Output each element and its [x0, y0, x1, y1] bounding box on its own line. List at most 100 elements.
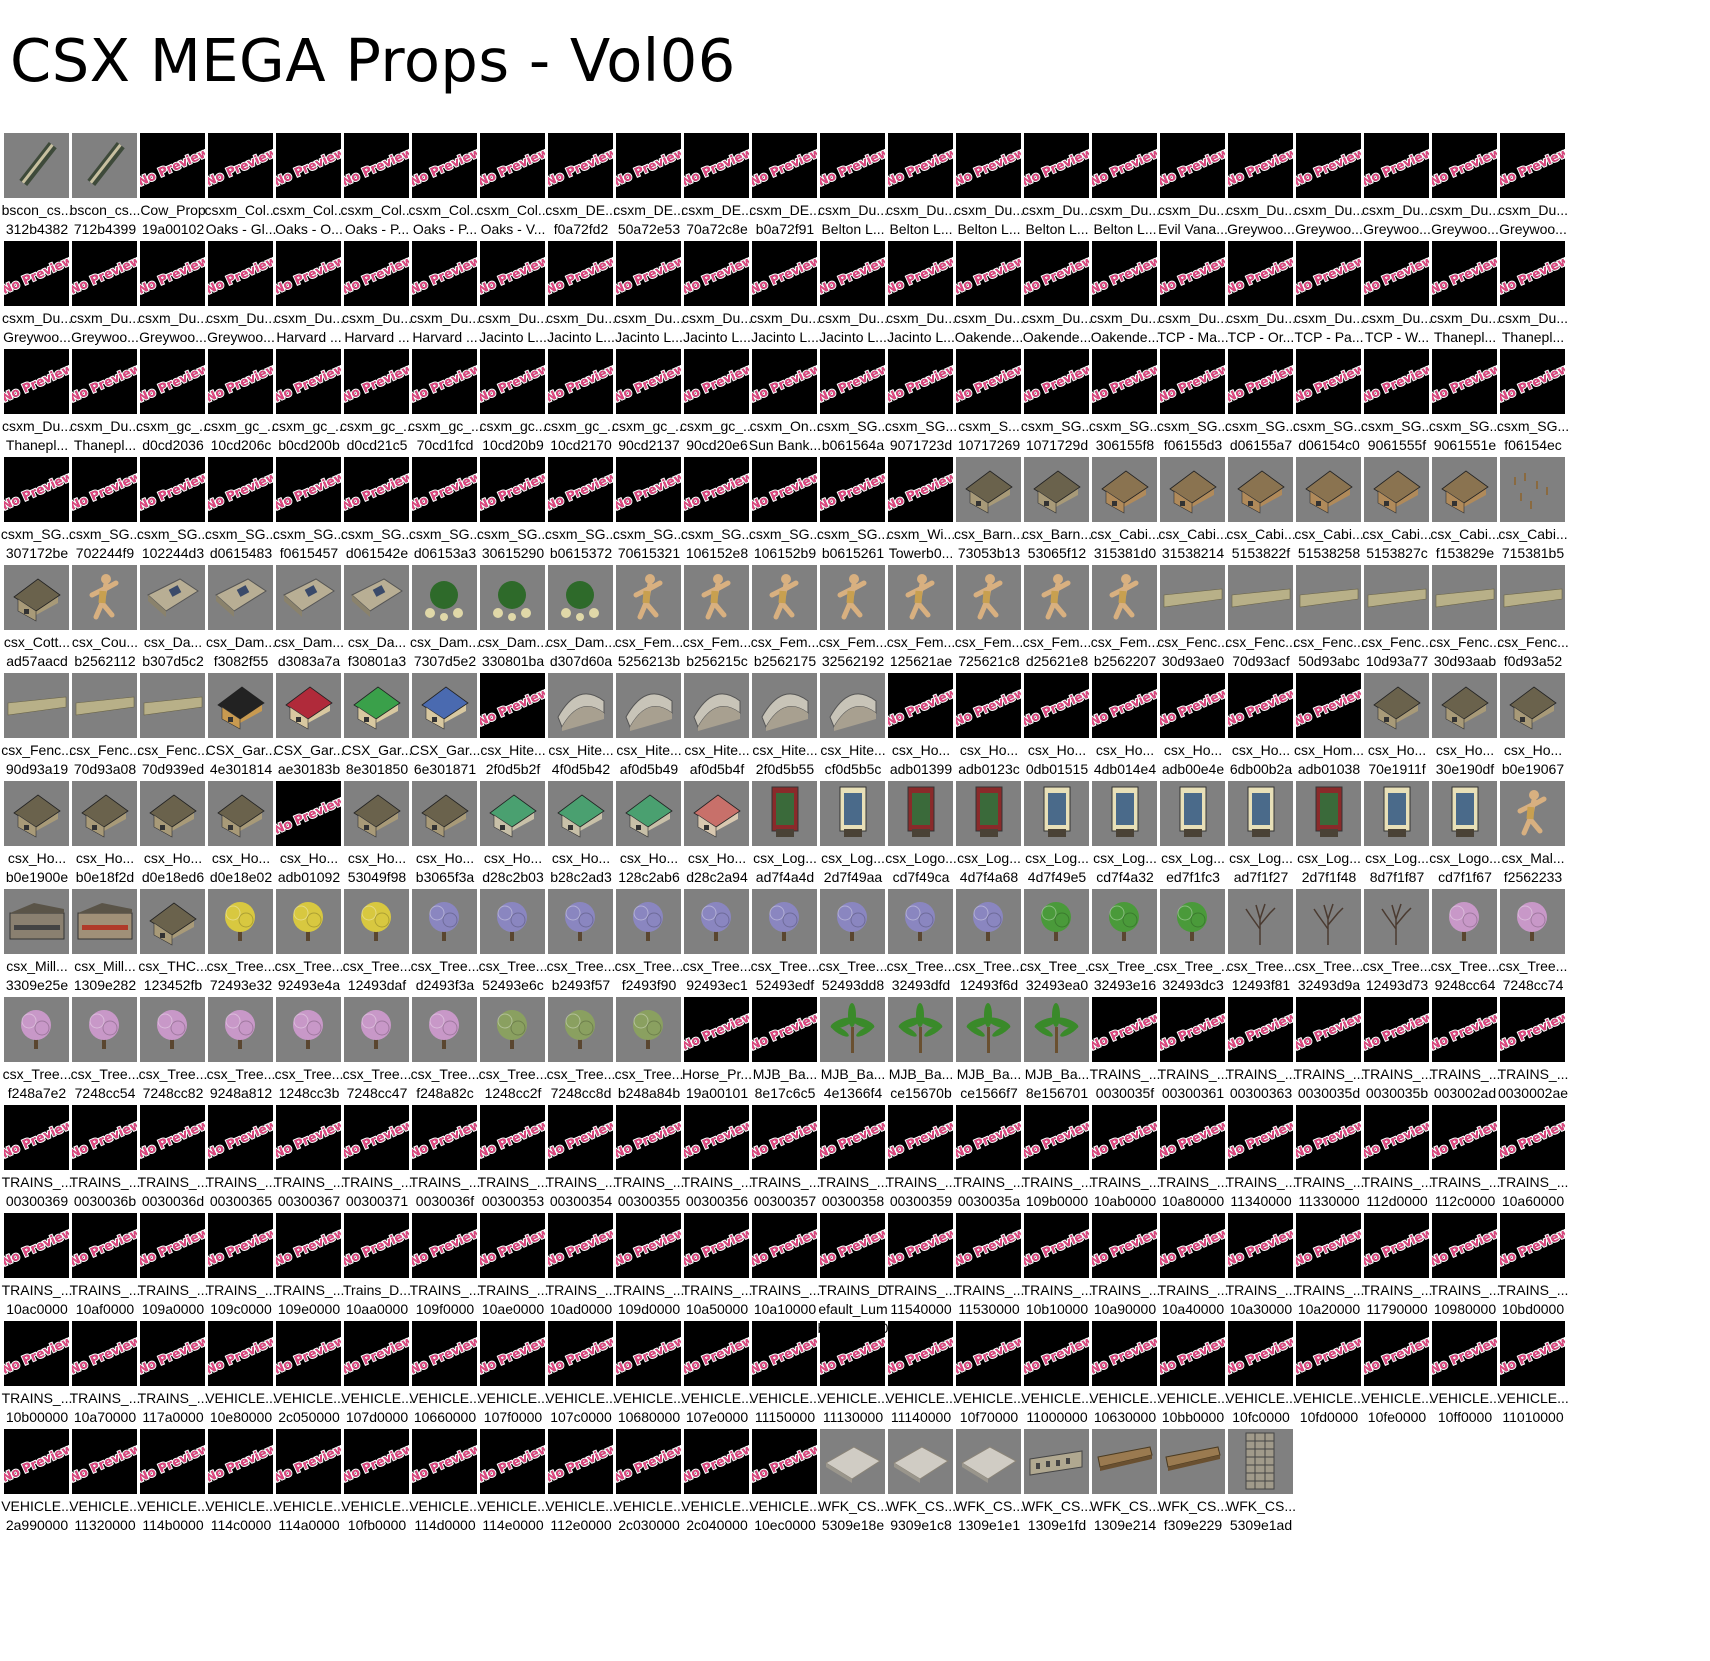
- prop-item[interactable]: csx_Tree... 7248cc47: [343, 997, 411, 1107]
- prop-item[interactable]: No Preview No Preview csxm_SG... 9071723d: [885, 349, 957, 459]
- prop-item[interactable]: No Preview No Preview TRAINS_... 11790000: [1362, 1213, 1432, 1323]
- prop-item[interactable]: No Preview No Preview TRAINS_... 10a60000: [1498, 1105, 1568, 1215]
- prop-item[interactable]: csx_Barn... 73053b13: [954, 457, 1024, 567]
- prop-item[interactable]: csx_Cabi... f153829e: [1430, 457, 1500, 567]
- prop-item[interactable]: No Preview No Preview TRAINS_... 00300358: [818, 1105, 888, 1215]
- prop-item[interactable]: No Preview No Preview VEHICLE... 114e0000: [477, 1429, 549, 1539]
- prop-item[interactable]: No Preview No Preview VEHICLE... 2a990000: [1, 1429, 73, 1539]
- prop-item[interactable]: csx_Log... 2d7f49aa: [820, 781, 886, 891]
- prop-item[interactable]: No Preview No Preview csxm_DE... 70a72c8e: [681, 133, 753, 243]
- prop-item[interactable]: csx_Log... 4d7f49e5: [1024, 781, 1090, 891]
- prop-item[interactable]: csx_Logo... cd7f49ca: [885, 781, 957, 891]
- prop-item[interactable]: csx_Tree... 92493e4a: [275, 889, 343, 999]
- prop-item[interactable]: No Preview No Preview Cow_Prop 19a00102: [140, 133, 206, 243]
- prop-item[interactable]: No Preview No Preview csxm_Du... Jacinto …: [682, 241, 752, 351]
- prop-item[interactable]: No Preview No Preview csx_Ho... 6db00b2a: [1228, 673, 1294, 783]
- prop-item[interactable]: csx_Fem... b2562175: [751, 565, 819, 675]
- prop-item[interactable]: No Preview No Preview csxm_Col... Oaks - …: [204, 133, 278, 243]
- prop-item[interactable]: No Preview No Preview csxm_Col... Oaks - …: [340, 133, 414, 243]
- prop-item[interactable]: No Preview No Preview VEHICLE... 114a0000: [273, 1429, 345, 1539]
- prop-item[interactable]: No Preview No Preview TRAINS_... 00300357: [750, 1105, 820, 1215]
- prop-item[interactable]: csx_Cabi... 51538258: [1294, 457, 1364, 567]
- prop-item[interactable]: No Preview No Preview TRAINS_... 10a50000: [682, 1213, 752, 1323]
- prop-item[interactable]: No Preview No Preview TRAINS_... 109c0000: [206, 1213, 276, 1323]
- prop-item[interactable]: No Preview No Preview TRAINS_... 112d0000: [1362, 1105, 1432, 1215]
- prop-item[interactable]: csx_Cabi... 5153827c: [1362, 457, 1432, 567]
- prop-item[interactable]: No Preview No Preview TRAINS_... 0030036d: [138, 1105, 208, 1215]
- prop-item[interactable]: No Preview No Preview csxm_SG... f06154ec: [1497, 349, 1569, 459]
- prop-item[interactable]: No Preview No Preview TRAINS_... 003002ad: [1430, 997, 1500, 1107]
- prop-item[interactable]: csx_Ho... 128c2ab6: [616, 781, 682, 891]
- prop-item[interactable]: csx_Ho... b28c2ad3: [548, 781, 614, 891]
- prop-item[interactable]: No Preview No Preview TRAINS_... 00300355: [614, 1105, 684, 1215]
- prop-item[interactable]: csx_Tree... f248a82c: [411, 997, 479, 1107]
- prop-item[interactable]: No Preview No Preview csxm_Du... Jacinto …: [546, 241, 616, 351]
- prop-item[interactable]: No Preview No Preview csxm_Du... Jacinto …: [478, 241, 548, 351]
- prop-item[interactable]: No Preview No Preview VEHICLE... 11140000: [885, 1321, 957, 1431]
- prop-item[interactable]: csx_Ho... b0e19067: [1500, 673, 1566, 783]
- prop-item[interactable]: csx_Fenc... 70d93a08: [69, 673, 141, 783]
- prop-item[interactable]: No Preview No Preview TRAINS_... 11540000: [886, 1213, 956, 1323]
- prop-item[interactable]: No Preview No Preview csxm_Du... Greywoo.…: [206, 241, 276, 351]
- prop-item[interactable]: csx_Tree... f248a7e2: [3, 997, 71, 1107]
- prop-item[interactable]: No Preview No Preview csxm_SG... d06153a3: [409, 457, 481, 567]
- prop-item[interactable]: No Preview No Preview TRAINS_... 10af0000: [70, 1213, 140, 1323]
- prop-item[interactable]: No Preview No Preview csxm_Du... TCP - Pa…: [1294, 241, 1364, 351]
- prop-item[interactable]: csx_Log... ed7f1fc3: [1160, 781, 1226, 891]
- prop-item[interactable]: csx_Log... 4d7f4a68: [956, 781, 1022, 891]
- prop-item[interactable]: csx_Fenc... 30d93ae0: [1157, 565, 1229, 675]
- prop-item[interactable]: No Preview No Preview csxm_Col... Oaks - …: [272, 133, 346, 243]
- prop-item[interactable]: No Preview No Preview csxm_Du... Harvard …: [274, 241, 344, 351]
- prop-item[interactable]: bscon_cs... 312b4382: [2, 133, 72, 243]
- prop-item[interactable]: WFK_CS... f309e229: [1158, 1429, 1228, 1539]
- prop-item[interactable]: csx_Fenc... 50d93abc: [1293, 565, 1365, 675]
- prop-item[interactable]: No Preview No Preview csxm_Du... Greywoo.…: [70, 241, 140, 351]
- prop-item[interactable]: No Preview No Preview csxm_SG... d06154c0: [1293, 349, 1365, 459]
- prop-item[interactable]: No Preview No Preview csxm_Du... Greywoo.…: [1430, 133, 1500, 243]
- prop-item[interactable]: No Preview No Preview csxm_gc_... 70cd1fc…: [408, 349, 482, 459]
- prop-item[interactable]: csx_Tree... 92493ec1: [683, 889, 751, 999]
- prop-item[interactable]: No Preview No Preview TRAINS_... 109e0000: [274, 1213, 344, 1323]
- prop-item[interactable]: No Preview No Preview csxm_gc_... 10cd206…: [204, 349, 278, 459]
- prop-item[interactable]: csx_Ho... d28c2b03: [480, 781, 546, 891]
- prop-item[interactable]: csx_Ho... 53049f98: [344, 781, 410, 891]
- prop-item[interactable]: No Preview No Preview csxm_Du... TCP - Or…: [1226, 241, 1296, 351]
- prop-item[interactable]: WFK_CS... 1309e1e1: [954, 1429, 1024, 1539]
- prop-item[interactable]: No Preview No Preview csxm_S... 10717269: [956, 349, 1022, 459]
- prop-item[interactable]: No Preview No Preview VEHICLE... 10660000: [409, 1321, 481, 1431]
- prop-item[interactable]: csx_Log... cd7f4a32: [1092, 781, 1158, 891]
- prop-item[interactable]: csx_Tree... 12493f81: [1227, 889, 1295, 999]
- prop-item[interactable]: No Preview No Preview TRAINS_... 0030002a…: [1498, 997, 1568, 1107]
- prop-item[interactable]: No Preview No Preview TRAINS_... 10a80000: [1158, 1105, 1228, 1215]
- prop-item[interactable]: No Preview No Preview TRAINS_... 00300365: [206, 1105, 276, 1215]
- prop-item[interactable]: No Preview No Preview TRAINS_... 0030035a: [954, 1105, 1024, 1215]
- prop-item[interactable]: No Preview No Preview csx_Hom... adb01038: [1294, 673, 1364, 783]
- prop-item[interactable]: No Preview No Preview VEHICLE... 10e80000: [205, 1321, 277, 1431]
- prop-item[interactable]: csx_Cabi... 5153822f: [1226, 457, 1296, 567]
- prop-item[interactable]: MJB_Ba... 4e1366f4: [820, 997, 886, 1107]
- prop-item[interactable]: WFK_CS... 1309e1fd: [1022, 1429, 1092, 1539]
- prop-item[interactable]: No Preview No Preview TRAINS_... 10ad0000: [546, 1213, 616, 1323]
- prop-item[interactable]: No Preview No Preview csxm_Du... Thanepl.…: [70, 349, 140, 459]
- prop-item[interactable]: No Preview No Preview csxm_DE... b0a72f91: [749, 133, 821, 243]
- prop-item[interactable]: csx_Fem... 5256213b: [615, 565, 683, 675]
- prop-item[interactable]: csx_Fenc... 90d93a19: [1, 673, 73, 783]
- prop-item[interactable]: No Preview No Preview csxm_SG... 9061551e: [1429, 349, 1501, 459]
- prop-item[interactable]: No Preview No Preview MJB_Ba... 8e17c6c5: [752, 997, 818, 1107]
- prop-item[interactable]: No Preview No Preview csxm_SG... 106152e8: [681, 457, 753, 567]
- prop-item[interactable]: No Preview No Preview VEHICLE... 10f70000: [953, 1321, 1025, 1431]
- prop-item[interactable]: csx_Tree... 7248cc82: [139, 997, 207, 1107]
- prop-item[interactable]: csx_Log... ad7f4a4d: [752, 781, 818, 891]
- prop-item[interactable]: csx_Mill... 3309e25e: [4, 889, 70, 999]
- prop-item[interactable]: csx_Hite... 4f0d5b42: [548, 673, 614, 783]
- prop-item[interactable]: No Preview No Preview csx_Ho... 0db01515: [1024, 673, 1090, 783]
- prop-item[interactable]: No Preview No Preview csxm_Du... Harvard …: [342, 241, 412, 351]
- prop-item[interactable]: No Preview No Preview TRAINS_... 00300353: [478, 1105, 548, 1215]
- prop-item[interactable]: No Preview No Preview csxm_SG... 1071729d: [1021, 349, 1093, 459]
- prop-item[interactable]: No Preview No Preview csxm_Du... Belton L…: [818, 133, 888, 243]
- prop-item[interactable]: No Preview No Preview TRAINS_... 10bd0000: [1498, 1213, 1568, 1323]
- prop-item[interactable]: No Preview No Preview csxm_SG... 306155f8: [1089, 349, 1161, 459]
- prop-item[interactable]: MJB_Ba... 8e156701: [1024, 997, 1090, 1107]
- prop-item[interactable]: csx_Log... 2d7f1f48: [1296, 781, 1362, 891]
- prop-item[interactable]: csx_Tree... 32493dfd: [887, 889, 955, 999]
